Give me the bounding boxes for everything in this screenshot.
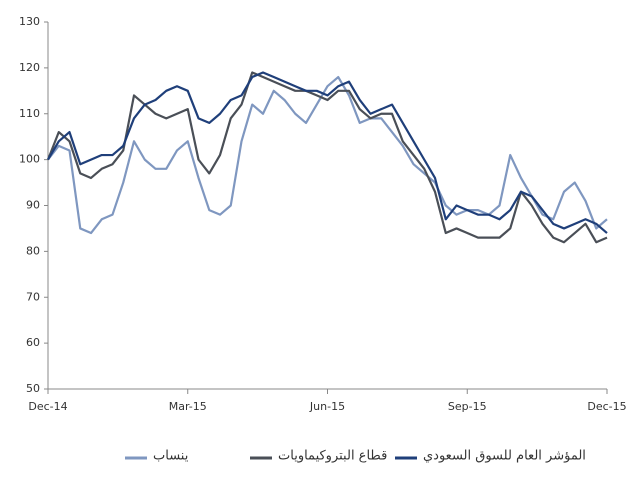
y-tick-label: 50 [26, 382, 40, 395]
y-tick-label: 90 [26, 199, 40, 212]
x-tick-label: Jun-15 [309, 400, 345, 413]
y-tick-label: 70 [26, 290, 40, 303]
y-tick-label: 130 [19, 15, 40, 28]
x-tick-label: Sep-15 [448, 400, 487, 413]
y-tick-label: 80 [26, 244, 40, 257]
y-tick-label: 120 [19, 61, 40, 74]
series-line [47, 71, 608, 234]
y-tick-label: 100 [19, 153, 40, 166]
y-tick-label: 110 [19, 107, 40, 120]
series-line [47, 75, 608, 235]
legend-label: المؤشر العام للسوق السعودي [423, 449, 586, 464]
y-tick-label: 60 [26, 336, 40, 349]
x-tick-label: Dec-14 [28, 400, 67, 413]
x-tick-label: Dec-15 [587, 400, 626, 413]
legend-label: ينساب [153, 449, 189, 464]
legend-label: قطاع البتروكيماويات [278, 449, 387, 464]
series-line [46, 71, 608, 244]
x-tick-label: Mar-15 [169, 400, 207, 413]
